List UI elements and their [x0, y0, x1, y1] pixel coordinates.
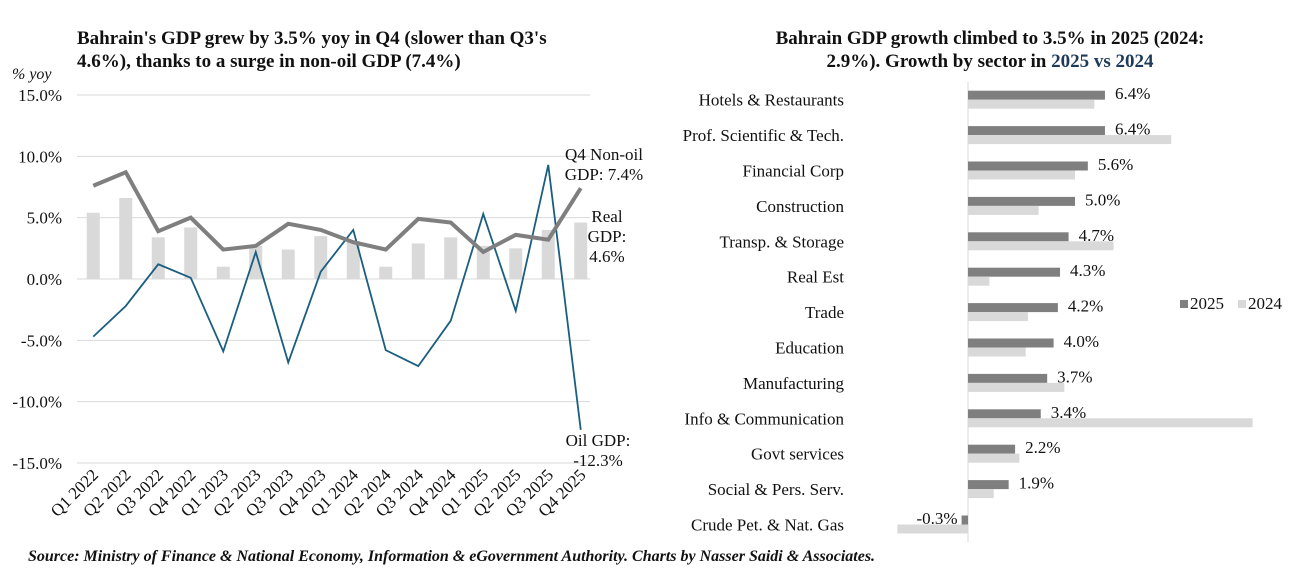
real-gdp-bar: [86, 212, 100, 279]
legend-label-2024: 2024: [1248, 294, 1283, 313]
real-gdp-bar: [346, 240, 360, 279]
data-label-2025: 5.0%: [1085, 190, 1120, 209]
oil-gdp-line: [92, 164, 582, 430]
bar-2025: [968, 267, 1061, 277]
annotation-real-gdp: GDP:: [588, 227, 627, 246]
annotation-non-oil: Q4 Non-oil: [565, 145, 643, 164]
category-label: Govt services: [751, 445, 844, 464]
real-gdp-bar: [411, 243, 425, 279]
annotation-real-gdp: Real: [591, 207, 622, 226]
data-label-2025: 6.4%: [1115, 84, 1150, 103]
data-label-2025: -0.3%: [917, 509, 958, 528]
category-label: Real Est: [787, 268, 844, 287]
right-title-part2: 2.9%). Growth by sector in: [826, 51, 1052, 72]
real-gdp-bar: [509, 248, 523, 279]
bar-2025: [968, 232, 1069, 242]
category-label: Trade: [805, 303, 844, 322]
bar-2025: [968, 409, 1041, 419]
real-gdp-bar: [119, 198, 133, 279]
category-label: Education: [775, 339, 844, 358]
bar-2024: [968, 241, 1114, 251]
left-chart: % yoy 15.0% 10.0% 5.0% 0.0% -5.0% -10.0% -15.0%…: [12, 66, 643, 521]
category-label: Financial Corp: [742, 162, 844, 181]
right-chart-title: Bahrain GDP growth climbed to 3.5% in 20…: [690, 27, 1290, 73]
bar-2024: [968, 135, 1172, 145]
data-label-2025: 1.9%: [1019, 474, 1054, 493]
real-gdp-bar: [444, 237, 458, 279]
non-oil-gdp-line: [92, 169, 583, 255]
data-label-2025: 4.3%: [1070, 261, 1105, 280]
real-gdp-bar: [184, 227, 198, 279]
real-gdp-bar: [574, 222, 588, 279]
real-gdp-bar: [379, 266, 393, 279]
real-gdp-bar: [216, 266, 230, 279]
bar-2025: [968, 480, 1009, 490]
category-label: Construction: [756, 197, 844, 216]
legend-swatch-2025: [1180, 300, 1188, 308]
data-label-2025: 3.7%: [1057, 367, 1092, 386]
data-label-2025: 2.2%: [1025, 438, 1060, 457]
bar-2024: [968, 382, 1065, 392]
bar-2025: [961, 515, 968, 525]
bar-2024: [968, 418, 1253, 428]
bar-2025: [968, 303, 1058, 313]
bar-2024: [968, 276, 990, 286]
annotation-oil-gdp: Oil GDP:: [566, 431, 631, 450]
bar-2024: [968, 205, 1039, 215]
legend-label-2025: 2025: [1190, 294, 1224, 313]
category-label: Manufacturing: [743, 374, 845, 393]
bar-2024: [968, 312, 1028, 322]
bar-2024: [968, 347, 1026, 357]
data-label-2025: 3.4%: [1051, 403, 1086, 422]
data-label-2025: 4.2%: [1068, 297, 1103, 316]
annotation-real-gdp: 4.6%: [589, 247, 624, 266]
y-tick-label: -15.0%: [12, 454, 62, 473]
left-chart-title: Bahrain's GDP grew by 3.5% yoy in Q4 (sl…: [77, 28, 547, 72]
category-label: Crude Pet. & Nat. Gas: [691, 516, 844, 535]
category-label: Hotels & Restaurants: [699, 91, 844, 110]
real-gdp-bar: [151, 237, 165, 279]
category-label: Info & Communication: [684, 409, 844, 428]
data-label-2025: 5.6%: [1098, 155, 1133, 174]
annotation-oil-gdp: -12.3%: [573, 451, 623, 470]
source-note: Source: Ministry of Finance & National E…: [28, 548, 876, 565]
y-tick-label: 15.0%: [18, 86, 62, 105]
real-gdp-bar: [249, 245, 263, 279]
bar-2025: [968, 126, 1105, 136]
bar-2025: [968, 90, 1105, 100]
bar-2024: [968, 99, 1095, 109]
category-label: Prof. Scientific & Tech.: [683, 126, 844, 145]
real-gdp-bar: [541, 229, 555, 279]
real-gdp-bar: [476, 245, 490, 279]
bar-2024: [968, 453, 1020, 463]
y-axis-label: % yoy: [12, 66, 52, 83]
bar-2025: [968, 444, 1016, 454]
y-tick-label: -5.0%: [21, 331, 62, 350]
category-label: Social & Pers. Serv.: [708, 480, 844, 499]
bar-2024: [897, 524, 968, 534]
y-tick-label: -10.0%: [12, 393, 62, 412]
bar-2025: [968, 373, 1048, 383]
bar-2024: [968, 170, 1075, 180]
data-label-2025: 4.7%: [1079, 226, 1114, 245]
bar-2025: [968, 161, 1088, 171]
y-tick-label: 5.0%: [27, 209, 62, 228]
annotation-non-oil: GDP: 7.4%: [565, 165, 643, 184]
real-gdp-bar: [281, 249, 295, 279]
right-title-part1: Bahrain GDP growth climbed to 3.5% in 20…: [775, 28, 1205, 49]
right-title-highlight: 2025 vs 2024: [1051, 51, 1154, 72]
bar-2024: [968, 489, 994, 499]
legend-swatch-2024: [1238, 300, 1246, 308]
category-label: Transp. & Storage: [719, 232, 844, 251]
data-label-2025: 4.0%: [1064, 332, 1099, 351]
y-tick-label: 0.0%: [27, 270, 62, 289]
bar-2025: [968, 338, 1054, 348]
bar-2025: [968, 196, 1075, 206]
right-chart: Hotels & Restaurants 6.4% Prof. Scientific…: [683, 82, 1283, 542]
data-label-2025: 6.4%: [1115, 120, 1150, 139]
y-tick-label: 10.0%: [18, 147, 62, 166]
